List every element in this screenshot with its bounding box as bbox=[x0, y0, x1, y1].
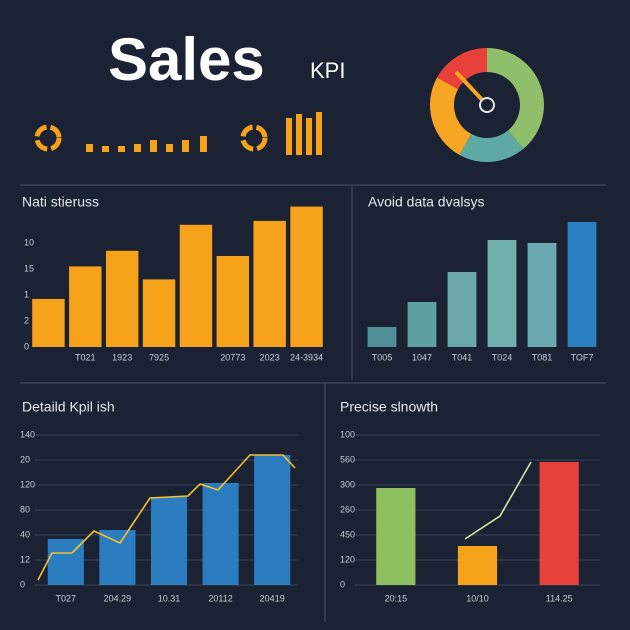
x-tick-label: 20419 bbox=[260, 593, 285, 603]
bar bbox=[99, 530, 136, 585]
bar bbox=[457, 546, 498, 585]
trend-line bbox=[37, 454, 296, 581]
x-tick-label: 20773 bbox=[220, 352, 245, 362]
mini-bar bbox=[306, 118, 312, 155]
y-tick-label: 0 bbox=[24, 341, 29, 351]
donut-segment bbox=[430, 77, 472, 155]
gauge-needle bbox=[454, 70, 495, 113]
trend-line bbox=[464, 461, 532, 540]
y-tick-label: 120 bbox=[340, 554, 355, 564]
y-tick-label: 140 bbox=[20, 429, 35, 439]
y-tick-label: 80 bbox=[20, 504, 30, 514]
y-tick-label: 0 bbox=[20, 579, 25, 589]
bar bbox=[567, 222, 597, 347]
x-tick-label: 2023 bbox=[260, 352, 280, 362]
panel-title: Precise slnowth bbox=[340, 399, 438, 415]
x-tick-label: 114.25 bbox=[546, 593, 573, 603]
y-tick-label: 15 bbox=[24, 263, 34, 273]
mini-bar bbox=[200, 136, 207, 152]
dividers bbox=[20, 184, 606, 622]
donut-segment bbox=[487, 48, 544, 149]
bar bbox=[142, 279, 176, 347]
y-tick-label: 0 bbox=[340, 579, 345, 589]
decor-icons bbox=[34, 124, 268, 152]
panel-title: Avoid data dvalsys bbox=[368, 194, 484, 210]
y-tick-label: 12 bbox=[20, 554, 30, 564]
mini-bar bbox=[86, 144, 93, 152]
y-tick-label: 560 bbox=[340, 454, 355, 464]
x-tick-label: 24-3934 bbox=[290, 352, 323, 362]
mini-bar bbox=[182, 140, 189, 152]
mini-bar bbox=[166, 144, 173, 152]
header-title: Sales bbox=[108, 26, 265, 93]
bar bbox=[69, 266, 102, 347]
x-tick-label: T027 bbox=[56, 593, 77, 603]
x-tick-label: 10/10 bbox=[466, 593, 489, 603]
x-tick-label: T005 bbox=[372, 352, 393, 362]
y-tick-label: 40 bbox=[20, 529, 30, 539]
bar bbox=[150, 497, 188, 585]
x-tick-label: T021 bbox=[75, 352, 96, 362]
x-tick-label: 10.31 bbox=[158, 593, 181, 603]
x-tick-label: 204.29 bbox=[104, 593, 132, 603]
bar bbox=[539, 462, 579, 585]
bar bbox=[447, 272, 477, 347]
y-tick-label: 100 bbox=[340, 429, 355, 439]
mini-bar bbox=[150, 140, 157, 152]
y-tick-label: 2 bbox=[24, 315, 29, 325]
x-tick-label: 1923 bbox=[112, 352, 132, 362]
y-tick-label: 20 bbox=[20, 454, 30, 464]
mini-donut bbox=[240, 124, 268, 152]
donut-segment bbox=[459, 130, 524, 162]
y-tick-label: 120 bbox=[20, 479, 35, 489]
mini-bar bbox=[134, 144, 141, 152]
needle-hub bbox=[479, 97, 495, 113]
panel-title: Detaild Kpil ish bbox=[22, 399, 115, 415]
bar bbox=[105, 250, 139, 347]
x-tick-label: T041 bbox=[452, 352, 473, 362]
y-tick-label: 450 bbox=[340, 529, 355, 539]
decor-bars bbox=[86, 112, 322, 155]
donut-segment bbox=[437, 48, 487, 90]
y-tick-label: 1 bbox=[24, 289, 29, 299]
y-tick-label: 10 bbox=[24, 237, 34, 247]
bar bbox=[407, 302, 437, 347]
bar bbox=[254, 455, 291, 585]
bar bbox=[487, 240, 517, 347]
x-tick-label: T024 bbox=[492, 352, 513, 362]
x-tick-label: T081 bbox=[532, 352, 553, 362]
bar bbox=[179, 224, 213, 347]
mini-bar bbox=[286, 118, 292, 155]
x-tick-label: 20112 bbox=[208, 593, 232, 603]
x-tick-label: 7925 bbox=[149, 352, 169, 362]
bar bbox=[367, 327, 397, 347]
bar bbox=[290, 206, 323, 347]
bar bbox=[376, 488, 416, 585]
y-tick-label: 260 bbox=[340, 504, 355, 514]
bar bbox=[253, 220, 286, 347]
header-subtitle: KPI bbox=[310, 58, 345, 83]
bar bbox=[32, 298, 65, 347]
x-tick-label: TOF7 bbox=[571, 352, 594, 362]
panel-title: Nati stieruss bbox=[22, 194, 99, 210]
mini-bar bbox=[316, 112, 322, 155]
x-tick-label: 1047 bbox=[412, 352, 432, 362]
bar bbox=[216, 256, 250, 347]
mini-bar bbox=[102, 146, 109, 152]
bar bbox=[527, 243, 557, 347]
y-tick-label: 300 bbox=[340, 479, 355, 489]
mini-donut bbox=[34, 124, 62, 152]
bar bbox=[202, 483, 239, 585]
mini-bar bbox=[296, 114, 302, 155]
x-tick-label: 20:15 bbox=[385, 593, 408, 603]
mini-bar bbox=[118, 146, 125, 152]
